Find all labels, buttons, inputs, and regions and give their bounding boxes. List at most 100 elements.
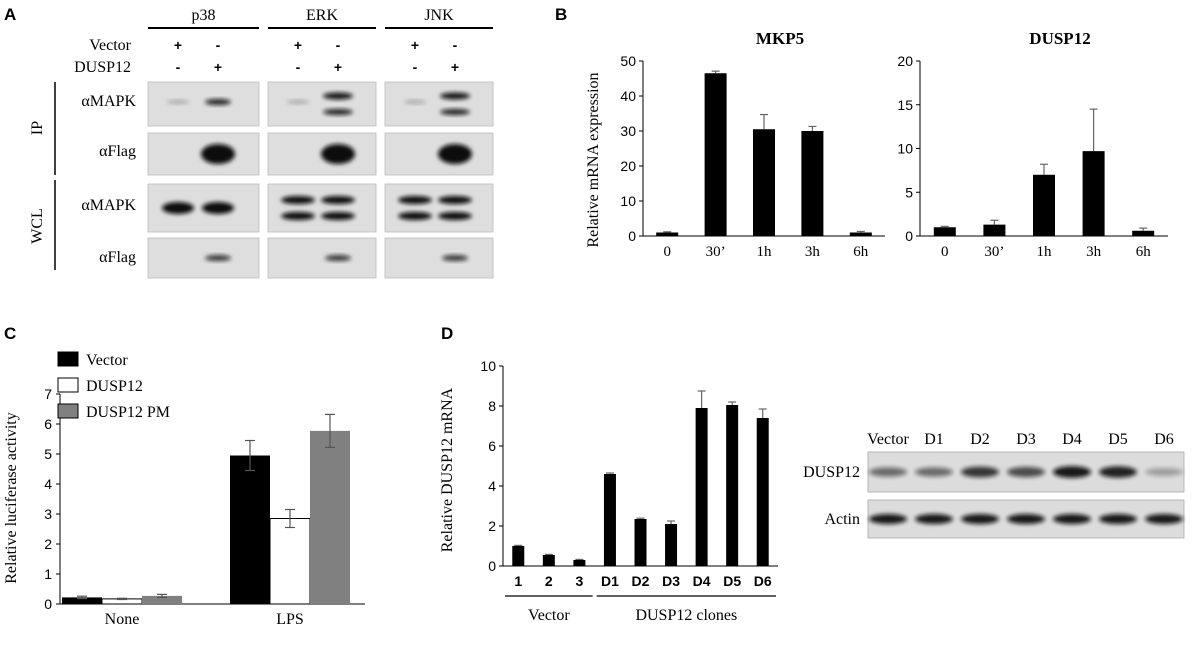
bar: [603, 474, 616, 566]
blot-band: [1145, 514, 1183, 524]
y-tick-label: 20: [620, 158, 636, 174]
bar: [756, 418, 769, 566]
bar: [849, 232, 872, 236]
blot-band: [1007, 514, 1045, 524]
x-tick-label: LPS: [276, 611, 304, 628]
blot-band: [440, 109, 470, 115]
panel-c-letter: C: [4, 324, 16, 343]
blot-band: [167, 100, 189, 104]
blot-lane-label: D3: [1016, 431, 1036, 448]
blot-band: [201, 144, 235, 164]
x-tick-label: None: [105, 611, 140, 628]
blot-band: [404, 100, 426, 104]
blot-band: [1099, 466, 1137, 478]
x-tick-label: 3h: [805, 244, 821, 260]
y-tick-label: 40: [620, 88, 636, 104]
y-tick-label: 6: [44, 416, 52, 432]
x-tick-label: D5: [723, 573, 741, 589]
bar: [62, 597, 102, 604]
treatment-sign: +: [174, 37, 182, 53]
x-tick-label: 3h: [1086, 244, 1102, 260]
treatment-sign: -: [296, 59, 301, 75]
blot-band: [1053, 466, 1091, 478]
blot-band: [915, 514, 953, 524]
bar: [142, 595, 182, 604]
y-tick-label: 3: [44, 506, 52, 522]
panel-d-letter: D: [441, 324, 453, 343]
blot-group-label: JNK: [424, 7, 454, 24]
x-tick-label: D2: [632, 573, 650, 589]
blot-band: [438, 144, 472, 164]
treatment-sign: +: [411, 37, 419, 53]
treatment-sign: +: [451, 59, 459, 75]
blot-lane-label: D4: [1062, 431, 1082, 448]
x-tick-label: D4: [693, 573, 711, 589]
blot-band: [961, 466, 999, 478]
chart-c-ylabel: Relative luciferase activity: [3, 412, 20, 583]
panel-a-letter: A: [4, 5, 16, 24]
blot-lane-label: D1: [924, 431, 944, 448]
y-tick-label: 10: [620, 193, 636, 209]
bar: [269, 518, 311, 605]
blot-band: [281, 196, 315, 204]
bar: [665, 524, 678, 566]
bar: [656, 232, 679, 236]
x-tick-label: 1: [514, 573, 522, 589]
chart-b-ylabel: Relative mRNA expression: [585, 72, 602, 247]
blot-band: [321, 144, 355, 164]
bar: [933, 227, 956, 236]
y-tick-label: 2: [44, 536, 52, 552]
x-tick-label: 0: [663, 244, 671, 260]
group-label: Vector: [528, 607, 570, 624]
blot-band: [869, 514, 907, 524]
blot-band: [915, 467, 953, 477]
y-tick-label: 5: [905, 184, 913, 200]
y-tick-label: 30: [620, 123, 636, 139]
row-label-vector: Vector: [89, 37, 131, 54]
blot-band: [202, 202, 234, 214]
bar: [704, 73, 727, 236]
bar: [1033, 174, 1055, 236]
y-tick-label: 5: [44, 446, 52, 462]
treatment-sign: -: [216, 37, 221, 53]
treatment-sign: -: [453, 37, 458, 53]
y-tick-label: 50: [620, 53, 636, 69]
blot-band: [323, 109, 353, 115]
treatment-sign: -: [336, 37, 341, 53]
x-tick-label: 6h: [1136, 244, 1152, 260]
blot-lane-label: D6: [1154, 431, 1174, 448]
blot-band: [325, 255, 351, 261]
blot-band: [205, 99, 231, 105]
panel-c: C Relative luciferase activity 0 1 2 3 4 5 6 7 N…: [3, 324, 365, 628]
blot-band: [162, 202, 194, 214]
y-tick-label: 0: [905, 228, 913, 244]
row-label-dusp12: DUSP12: [74, 59, 131, 76]
y-tick-label: 20: [897, 53, 913, 69]
blot-group-label: p38: [192, 7, 216, 24]
x-tick-label: 1h: [1037, 244, 1053, 260]
blot-band: [205, 255, 231, 261]
bar: [801, 131, 824, 236]
bar: [1132, 230, 1155, 236]
blot-band: [961, 514, 999, 524]
x-tick-label: 1h: [757, 244, 773, 260]
legend-label: DUSP12: [86, 378, 143, 395]
group-label: DUSP12 clones: [635, 607, 737, 624]
blot-band: [438, 212, 472, 220]
blot-band: [321, 212, 355, 220]
treatment-sign: +: [214, 59, 222, 75]
y-tick-label: 10: [480, 358, 496, 374]
y-tick-label: 7: [44, 386, 52, 402]
x-tick-label: D1: [601, 573, 619, 589]
legend-swatch: [57, 403, 79, 419]
x-tick-label: 30’: [984, 244, 1004, 260]
panel-a: A p38+ -- +ERK+ -- +JNK+ -- + Vector DUSP12 IP…: [4, 5, 494, 279]
bar: [230, 455, 270, 604]
blot-band: [1007, 466, 1045, 478]
blot-group-label: ERK: [306, 7, 338, 24]
blot-band: [281, 212, 315, 220]
blot-lane-label: D2: [970, 431, 990, 448]
chart-b-mkp5-title: MKP5: [756, 29, 804, 48]
blot-row-label: DUSP12: [803, 464, 860, 481]
bar: [753, 129, 775, 236]
